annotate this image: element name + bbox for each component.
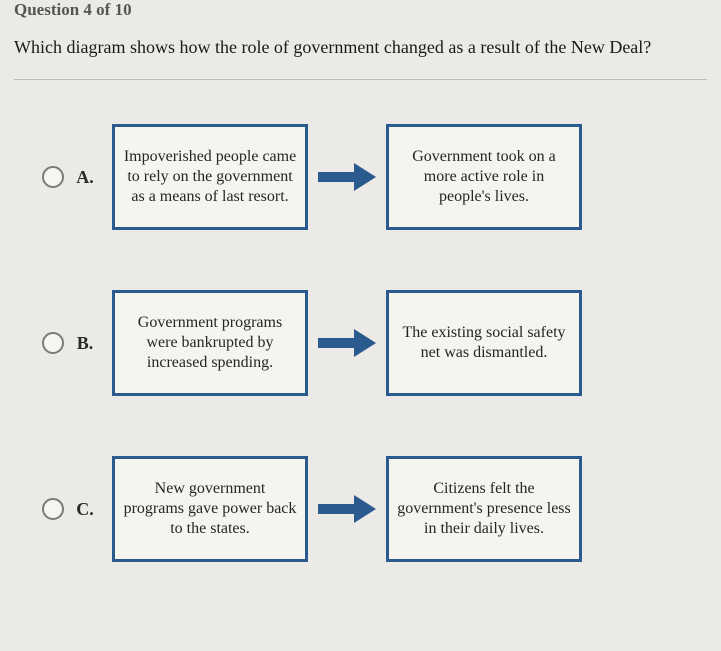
option-label-a: A. xyxy=(74,167,96,188)
divider xyxy=(14,79,707,80)
option-label-c: C. xyxy=(74,499,96,520)
arrow-right-icon xyxy=(316,160,378,194)
diagram-c-left-box: New government programs gave power back … xyxy=(112,456,308,562)
option-b[interactable]: B. Government programs were bankrupted b… xyxy=(42,290,707,396)
diagram-a-right-box: Government took on a more active role in… xyxy=(386,124,582,230)
arrow-right-icon xyxy=(316,492,378,526)
diagram-a: Impoverished people came to rely on the … xyxy=(112,124,582,230)
arrow-a xyxy=(308,160,386,194)
arrow-c xyxy=(308,492,386,526)
radio-c[interactable] xyxy=(42,498,64,520)
option-label-b: B. xyxy=(74,333,96,354)
diagram-a-left-box: Impoverished people came to rely on the … xyxy=(112,124,308,230)
question-prompt: Which diagram shows how the role of gove… xyxy=(14,26,707,79)
diagram-c-right-box: Citizens felt the government's presence … xyxy=(386,456,582,562)
options-list: A. Impoverished people came to rely on t… xyxy=(14,124,707,562)
diagram-b-left-box: Government programs were bankrupted by i… xyxy=(112,290,308,396)
arrow-b xyxy=(308,326,386,360)
diagram-b: Government programs were bankrupted by i… xyxy=(112,290,582,396)
option-a[interactable]: A. Impoverished people came to rely on t… xyxy=(42,124,707,230)
option-c[interactable]: C. New government programs gave power ba… xyxy=(42,456,707,562)
diagram-c: New government programs gave power back … xyxy=(112,456,582,562)
question-counter: Question 4 of 10 xyxy=(14,0,707,26)
quiz-page: Question 4 of 10 Which diagram shows how… xyxy=(0,0,721,562)
radio-b[interactable] xyxy=(42,332,64,354)
diagram-b-right-box: The existing social safety net was disma… xyxy=(386,290,582,396)
radio-a[interactable] xyxy=(42,166,64,188)
arrow-right-icon xyxy=(316,326,378,360)
